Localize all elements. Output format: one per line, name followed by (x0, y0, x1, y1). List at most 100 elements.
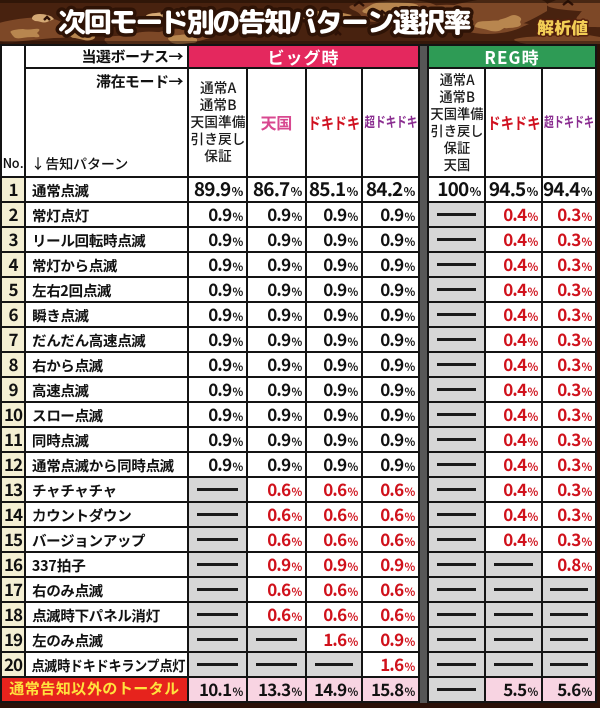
percent-unit: % (527, 234, 538, 251)
pattern-name: 点滅時下パネル消灯 (32, 604, 160, 626)
rate-value: 0.4 (503, 403, 527, 427)
mode-column-label-wrap: ドキドキ (486, 69, 541, 176)
camo-blob (392, 8, 402, 14)
percent-unit: % (347, 259, 358, 276)
percent-unit: % (291, 584, 302, 601)
pattern-name-cell: 瞬き点滅 (26, 303, 189, 328)
percent-unit: % (232, 384, 243, 401)
camo-blob (10, 28, 40, 39)
rate-value-cell: 0.9% (189, 303, 248, 328)
rate-value-cell: 0.9% (363, 303, 420, 328)
pattern-name-cell: 高速点滅 (26, 378, 189, 403)
percent-unit: % (469, 183, 481, 201)
percent-unit: % (404, 484, 415, 501)
row-number: 19 (2, 628, 26, 653)
percent-unit: % (347, 284, 358, 301)
rate-value: 0.9 (323, 303, 347, 327)
mode-column-header: ドキドキ (486, 69, 543, 178)
rate-value: 0.6 (380, 528, 404, 552)
rate-value-cell: 0.4% (486, 228, 543, 253)
rate-value-cell: 0.3% (543, 328, 598, 353)
no-data-dash-cell (189, 528, 248, 553)
percent-unit: % (291, 534, 302, 551)
no-data-dash-cell (429, 203, 486, 228)
percent-unit: % (347, 409, 358, 426)
rate-value-cell: 94.4% (543, 178, 598, 203)
rate-value: 0.4 (503, 253, 527, 277)
total-row: 通常告知以外のトータル 10.1% 13.3% 14.9% 15.8% 5.5% 5.6% (2, 678, 598, 703)
rate-value-cell: 1.6% (363, 653, 420, 678)
percent-unit: % (291, 434, 302, 451)
pattern-name-cell: チャチャチャ (26, 478, 189, 503)
percent-unit: % (526, 183, 538, 201)
percent-unit: % (404, 359, 415, 376)
percent-unit: % (527, 459, 538, 476)
no-data-dash-cell (429, 678, 486, 703)
pattern-row: 20 点滅時ドキドキランプ点灯 1.6% (2, 653, 598, 678)
rate-value-cell: 0.9% (363, 378, 420, 403)
percent-unit: % (581, 509, 593, 526)
rate-value-cell: 0.9% (363, 628, 420, 653)
dash-icon (436, 313, 477, 316)
table-frame: No. 当選ボーナス→ ビッグ時 REG時 滞在モード→ ↓告知パターン 通常A… (0, 44, 600, 708)
dash-icon (436, 563, 477, 566)
analysis-badge-outline: 解析値 (536, 17, 590, 40)
pattern-row: 3 リール回転時点滅 0.9% 0.9% 0.9% 0.9% 0.4% 0.3% (2, 228, 598, 253)
rate-value-cell: 0.3% (543, 503, 598, 528)
row-number: 12 (2, 453, 26, 478)
rate-value: 0.9 (208, 428, 232, 452)
mode-column-header: 通常A 通常B 天国準備 引き戻し 保証 (189, 69, 248, 178)
rate-value: 0.9 (323, 328, 347, 352)
mode-column-label-wrap: ドキドキ (307, 69, 361, 176)
no-data-dash-cell (429, 528, 486, 553)
dash-icon (436, 488, 477, 491)
rate-value-cell: 94.5% (486, 178, 543, 203)
percent-unit: % (581, 559, 593, 576)
no-data-dash-cell (429, 653, 486, 678)
rate-value: 0.9 (267, 453, 291, 477)
pattern-name: 右から点滅 (32, 354, 103, 376)
percent-unit: % (404, 334, 415, 351)
rate-value: 86.7 (252, 178, 290, 203)
mode-column-label: 天国 (260, 110, 293, 134)
rate-value: 0.3 (557, 328, 581, 352)
rate-value-cell: 0.9% (189, 428, 248, 453)
percent-unit: % (290, 183, 302, 201)
no-data-dash-cell (429, 303, 486, 328)
rate-value-cell: 0.9% (307, 303, 363, 328)
no-data-dash-cell (248, 653, 307, 678)
percent-unit: % (404, 234, 415, 251)
rate-value-cell: 0.6% (248, 603, 307, 628)
rate-value-cell: 0.9% (363, 428, 420, 453)
no-data-dash-cell (486, 553, 543, 578)
percent-unit: % (291, 409, 302, 426)
rate-value: 0.9 (323, 353, 347, 377)
pattern-row: 19 左のみ点滅 1.6% 0.9% (2, 628, 598, 653)
percent-unit: % (404, 284, 415, 301)
rate-value: 0.9 (323, 278, 347, 302)
pattern-row: 11 同時点滅 0.9% 0.9% 0.9% 0.9% 0.4% 0.3% (2, 428, 598, 453)
rate-value-cell: 0.6% (248, 478, 307, 503)
rate-value: 0.6 (267, 578, 291, 602)
rate-value-cell: 0.9% (307, 428, 363, 453)
camo-blob (576, 9, 600, 28)
pattern-row: 12 通常点滅から同時点滅 0.9% 0.9% 0.9% 0.9% 0.4% 0.3% (2, 453, 598, 478)
rate-value-cell: 0.4% (486, 528, 543, 553)
mode-column-label: 超ドキドキ (364, 112, 417, 132)
pattern-name: 左のみ点滅 (32, 629, 103, 651)
pattern-row: 17 右のみ点滅 0.6% 0.6% 0.6% (2, 578, 598, 603)
rate-value: 0.9 (323, 378, 347, 402)
rate-value-cell: 0.6% (248, 528, 307, 553)
pattern-row: 16 337拍子 0.9% 0.9% 0.9% 0.8% (2, 553, 598, 578)
pattern-name: 同時点滅 (32, 429, 89, 451)
rate-value-cell: 0.4% (486, 253, 543, 278)
rate-value: 0.9 (208, 278, 232, 302)
rate-value-cell: 0.9% (307, 228, 363, 253)
camo-blob (104, 31, 174, 44)
rate-value-cell: 0.9% (189, 403, 248, 428)
rate-value: 0.9 (208, 378, 232, 402)
rate-value: 0.9 (380, 553, 404, 577)
no-data-dash-cell (486, 603, 543, 628)
pattern-name: バージョンアップ (32, 529, 146, 551)
percent-unit: % (291, 609, 302, 626)
